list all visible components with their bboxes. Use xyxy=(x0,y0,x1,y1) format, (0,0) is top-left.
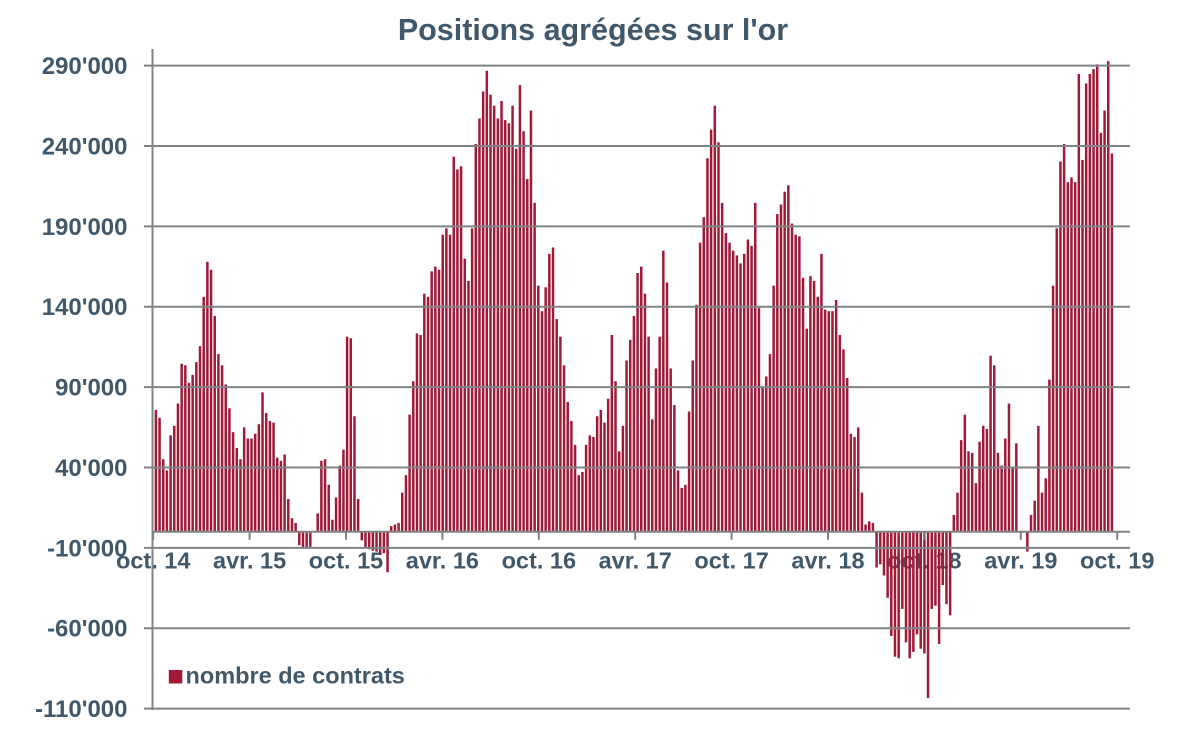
svg-text:Positions agrégées sur l'or: Positions agrégées sur l'or xyxy=(398,13,788,47)
svg-text:nombre de contrats: nombre de contrats xyxy=(186,663,405,689)
svg-text:-10'000: -10'000 xyxy=(47,535,127,562)
svg-text:290'000: 290'000 xyxy=(42,53,128,80)
svg-text:140'000: 140'000 xyxy=(42,294,128,321)
svg-text:avr. 17: avr. 17 xyxy=(599,548,672,574)
svg-text:avr. 18: avr. 18 xyxy=(791,548,864,574)
svg-text:-60'000: -60'000 xyxy=(47,616,127,643)
svg-text:oct. 19: oct. 19 xyxy=(1080,548,1154,574)
svg-text:190'000: 190'000 xyxy=(42,214,128,241)
svg-text:90'000: 90'000 xyxy=(55,375,127,402)
svg-text:oct. 17: oct. 17 xyxy=(694,548,768,574)
svg-text:240'000: 240'000 xyxy=(42,133,128,160)
svg-text:avr. 19: avr. 19 xyxy=(984,548,1057,574)
svg-text:avr. 15: avr. 15 xyxy=(213,548,286,574)
svg-text:oct. 16: oct. 16 xyxy=(502,548,576,574)
svg-text:oct. 15: oct. 15 xyxy=(309,548,383,574)
svg-text:avr. 16: avr. 16 xyxy=(406,548,479,574)
svg-text:40'000: 40'000 xyxy=(55,455,127,482)
svg-text:-110'000: -110'000 xyxy=(35,696,127,723)
